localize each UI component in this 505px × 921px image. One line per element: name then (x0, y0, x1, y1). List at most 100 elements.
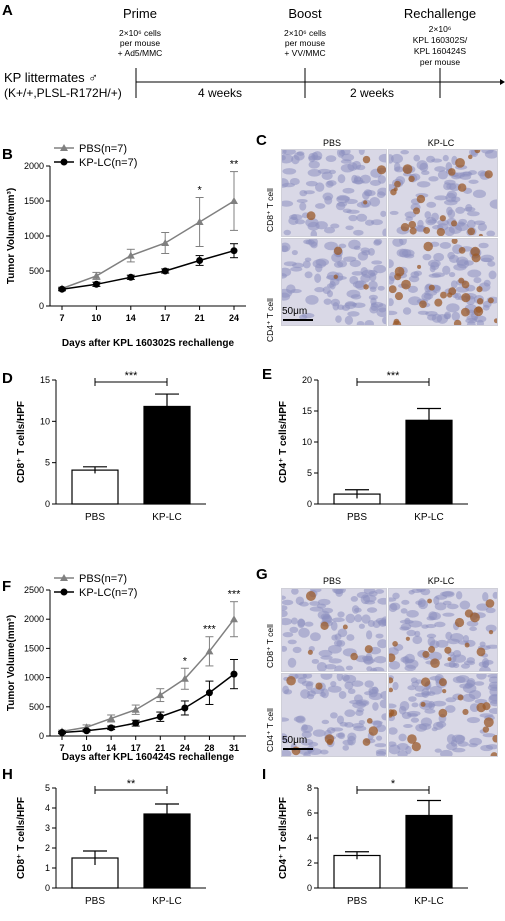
stained-cell (408, 220, 417, 229)
tissue-nucleus (355, 709, 364, 717)
tissue-nucleus (282, 599, 294, 606)
f-data-point (107, 724, 115, 732)
tissue-nucleus (389, 602, 401, 611)
tissue-nucleus (410, 717, 420, 723)
tissue-nucleus (354, 607, 362, 613)
stained-cell (393, 318, 400, 325)
tissue-nucleus (424, 708, 436, 714)
b-series-line (61, 200, 235, 290)
chart-h: 0 1 2 3 4 5 PBS KP-LC ** CD8⁺ T cells/HPF (16, 778, 206, 907)
panel-letter-a: A (2, 2, 13, 19)
tissue-nucleus (398, 733, 407, 742)
stained-cell (484, 170, 493, 179)
tissue-nucleus (308, 160, 320, 169)
stained-cell (408, 175, 415, 183)
f-data-point (230, 615, 238, 623)
rechallenge-title: Rechallenge (403, 6, 477, 21)
prime-detail-1: 2×10⁶ cells (118, 28, 161, 38)
tissue-nucleus (389, 597, 397, 602)
h-y-axis-label: CD8⁺ T cells/HPF (16, 797, 27, 879)
panel-letter-h: H (2, 766, 13, 783)
tissue-nucleus (406, 710, 421, 717)
tissue-nucleus (291, 154, 300, 165)
tissue-nucleus (431, 212, 439, 222)
tissue-nucleus (335, 732, 345, 738)
tissue-nucleus (382, 228, 386, 236)
tissue-nucleus (314, 203, 326, 209)
stained-cell (475, 306, 483, 313)
tissue-nucleus (473, 315, 487, 323)
tissue-nucleus (364, 680, 375, 688)
tissue-nucleus (283, 261, 297, 267)
tissue-nucleus (421, 170, 430, 176)
tissue-nucleus (282, 685, 290, 695)
f-y-tick-label: 1000 (24, 673, 44, 683)
tissue-nucleus (397, 750, 408, 756)
stained-cell (476, 647, 486, 657)
e-y-tick-label: 10 (302, 437, 312, 447)
i-y-tick-label: 6 (307, 808, 312, 818)
tissue-nucleus (476, 603, 489, 611)
tissue-nucleus (344, 722, 354, 728)
tissue-nucleus (287, 639, 297, 645)
tissue-nucleus (297, 618, 305, 629)
tissue-nucleus (472, 189, 487, 199)
d-y-axis-label: CD8⁺ T cells/HPF (16, 401, 27, 483)
tissue-nucleus (451, 311, 460, 321)
b-data-point (58, 285, 66, 293)
tissue-texture (282, 589, 386, 671)
i-y-tick-label: 4 (307, 833, 312, 843)
tissue-nucleus (323, 298, 332, 305)
tissue-nucleus (373, 264, 386, 274)
d-y-tick-label: 0 (45, 499, 50, 509)
tissue-nucleus (452, 654, 467, 663)
tissue-nucleus (348, 239, 361, 250)
interval-2-weeks: 2 weeks (349, 86, 395, 100)
f-x-tick-label: 10 (82, 743, 92, 753)
tissue-nucleus (320, 674, 333, 680)
stained-cell (389, 687, 394, 693)
f-data-point (156, 691, 165, 699)
tissue-nucleus (466, 219, 476, 229)
stained-cell (464, 609, 474, 618)
tissue-nucleus (321, 171, 333, 180)
stained-cell (342, 624, 348, 630)
tissue-nucleus (402, 307, 412, 315)
tissue-nucleus (431, 727, 438, 732)
tissue-nucleus (291, 617, 298, 625)
tissue-nucleus (371, 260, 383, 265)
i-y-tick-label: 2 (307, 858, 312, 868)
tissue-nucleus (434, 621, 446, 628)
tissue-nucleus (373, 656, 386, 664)
tissue-nucleus (345, 665, 353, 671)
f-series-line (61, 618, 235, 733)
tissue-nucleus (336, 715, 345, 725)
b-y-tick-label: 2000 (24, 161, 44, 171)
tissue-nucleus (323, 227, 336, 234)
ihc-g-row-cd8: CD8⁺ T cell (265, 624, 275, 668)
d-category-label: KP-LC (152, 512, 181, 523)
rechallenge-detail-1: 2×10⁶ (428, 24, 452, 34)
tissue-nucleus (340, 150, 351, 156)
rechallenge-detail-3: KPL 160424S (413, 46, 467, 56)
tissue-nucleus (408, 296, 422, 306)
tissue-nucleus (326, 180, 337, 186)
tissue-nucleus (322, 607, 334, 614)
tissue-nucleus (304, 257, 312, 262)
tissue-texture (282, 239, 386, 325)
tissue-nucleus (319, 749, 329, 755)
stained-cell (364, 645, 373, 654)
tissue-nucleus (488, 270, 497, 280)
tissue-nucleus (302, 260, 311, 269)
f-data-point (58, 728, 66, 736)
tissue-nucleus (337, 174, 346, 184)
tissue-nucleus (299, 202, 307, 211)
tissue-texture (389, 589, 497, 671)
tissue-nucleus (328, 658, 342, 664)
tissue-nucleus (366, 607, 378, 613)
tissue-nucleus (330, 681, 337, 687)
ihc-g-col-kplc: KP-LC (427, 576, 455, 586)
tissue-nucleus (368, 688, 378, 698)
d-y-tick-label: 5 (45, 458, 50, 468)
stained-cell (458, 246, 466, 254)
